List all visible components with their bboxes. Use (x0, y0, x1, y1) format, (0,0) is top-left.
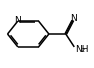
Text: 2: 2 (81, 48, 85, 53)
Text: NH: NH (75, 45, 88, 54)
Text: N: N (70, 14, 77, 23)
Text: N: N (14, 16, 21, 25)
